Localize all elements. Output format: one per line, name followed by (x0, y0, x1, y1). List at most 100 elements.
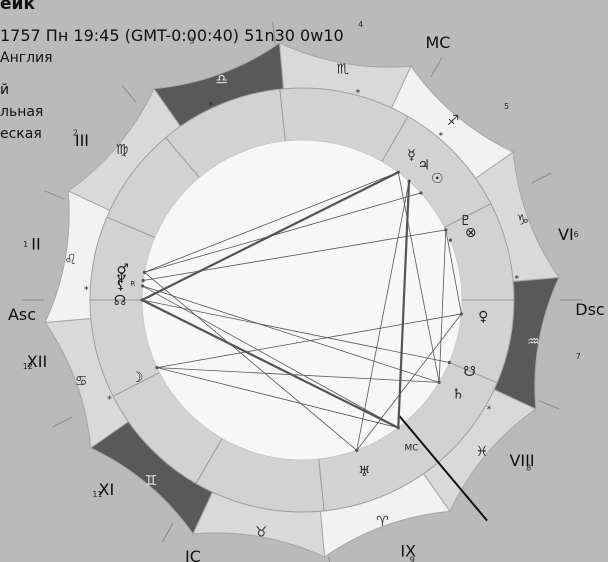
mc-label: MC (426, 33, 451, 52)
aspect-lines (141, 171, 462, 451)
house-cusp-tick-11 (161, 523, 174, 543)
house-cusp-tick-4 (272, 21, 276, 44)
house-number-3: 3 (189, 36, 194, 45)
house-number-12: 12 (23, 362, 33, 371)
house-cusp-3 (165, 137, 200, 178)
mercury-point (396, 170, 400, 174)
house-roman-xi: XI (98, 480, 114, 499)
part-of-fortune-point (448, 238, 452, 242)
mercury-glyph: ☿ (407, 148, 416, 164)
mc-point-point (396, 426, 400, 430)
house-roman-ix: IX (400, 541, 416, 560)
chart-axes: Asc Dsc MC IC (8, 33, 605, 562)
cusp-star-1: * (107, 395, 112, 405)
aspect-line-mercury-saturn (397, 172, 440, 383)
house-roman-vi: VI (558, 225, 574, 244)
house-number-9: 9 (410, 556, 415, 562)
sun-point (419, 191, 423, 195)
cusp-star-4: * (356, 88, 361, 98)
aspect-disc (141, 139, 463, 461)
mc-point-glyph: MC (404, 443, 418, 453)
house-cusp-tick-8 (539, 400, 560, 410)
house-cusp-tick-6 (531, 172, 552, 184)
house-cusp-tick-10 (328, 556, 331, 562)
pluto-point (444, 228, 448, 232)
house-cusp-8 (449, 362, 498, 384)
north-node-glyph: ☊ (114, 293, 126, 309)
part-of-fortune-glyph: ⊗ (465, 225, 477, 241)
sagittarius-sign-glyph: ♐ (447, 113, 460, 129)
south-node-glyph: ☋ (463, 364, 475, 380)
scorpio-sign-glyph: ♏ (337, 62, 350, 78)
house-number-5: 5 (504, 102, 509, 111)
saturn-point (437, 380, 441, 385)
house-cusp-11 (195, 438, 223, 484)
aspect-line-neptune-pluto (143, 229, 446, 281)
house-number-7: 7 (576, 352, 581, 361)
aries-sign-glyph: ♈ (376, 514, 389, 530)
house-number-2: 2 (73, 128, 78, 137)
house-cusp-tick-3 (121, 85, 137, 103)
virgo-sign-glyph: ♍ (116, 142, 129, 158)
house-ring (89, 87, 515, 513)
aquarius-sign-glyph: ♒ (527, 334, 540, 350)
taurus-sign-glyph: ♉ (255, 524, 268, 540)
gemini-sign-glyph: ♊ (145, 473, 158, 489)
house-cusp-4 (279, 89, 286, 141)
house-cusp-10 (318, 459, 325, 511)
moon-point (155, 366, 159, 370)
aspect-line-lilith-saturn (142, 285, 440, 383)
uranus-glyph: ♅ (358, 464, 371, 480)
house-roman-xii: XII (27, 352, 47, 371)
aspect-line-mc-point-moon (156, 367, 399, 429)
house-number-11: 11 (92, 490, 102, 499)
aspect-line-uranus-venus (356, 313, 462, 451)
house-number-6: 6 (574, 230, 579, 239)
house-cusp-6 (444, 203, 492, 228)
house-cusp-5 (381, 116, 409, 162)
asc-label: Asc (8, 305, 36, 324)
planet-glyphs: ☽ ☊⚸♆ R♂ ☿♃☉ ♇⊗ ♀ ☋ ♄ ♅ MC (114, 148, 489, 480)
aspect-line-moon-venus (156, 313, 462, 369)
cusp-star-2: * (84, 286, 89, 296)
house-roman-viii: VIII (509, 451, 534, 470)
sun-glyph: ☉ (431, 171, 444, 187)
aspect-line-mc-point-lilith (142, 285, 399, 429)
house-cusp-tick-5 (430, 57, 443, 77)
capricorn-sign-glyph: ♑ (517, 213, 530, 229)
mars-point (142, 270, 147, 274)
cusp-star-6: * (515, 274, 520, 284)
house-number-8: 8 (526, 464, 531, 473)
aspect-line-mc-point-north-node (141, 299, 399, 429)
uranus-point (355, 448, 359, 452)
house-cusp-12 (112, 372, 160, 397)
house-roman-iii: III (75, 131, 89, 150)
jupiter-point (407, 179, 411, 183)
neptune-retrograde-mark: R (130, 280, 135, 288)
neptune-glyph: ♆ (115, 271, 128, 287)
aspect-line-uranus-jupiter (356, 181, 410, 451)
aspect-line-moon-saturn (156, 367, 440, 383)
house-number-4: 4 (358, 20, 363, 29)
lilith-point (141, 284, 145, 288)
aspect-line-north-node-south-node (141, 299, 450, 363)
dsc-label: Dsc (575, 300, 604, 319)
south-node-point (447, 360, 451, 365)
mars-glyph: ♂ (116, 261, 129, 277)
jupiter-glyph: ♃ (418, 158, 431, 174)
house-number-1: 1 (23, 240, 28, 249)
mc-axis-line (397, 414, 488, 522)
aspect-line-uranus-mars (144, 271, 357, 451)
leo-sign-glyph: ♌ (64, 252, 77, 268)
house-cusp-2 (106, 216, 155, 238)
pluto-glyph: ♇ (459, 213, 472, 229)
aspect-line-pluto-saturn (438, 229, 447, 383)
saturn-glyph: ♄ (452, 387, 465, 403)
cusp-star-7: * (487, 405, 492, 415)
moon-glyph: ☽ (131, 370, 144, 386)
neptune-point (141, 278, 145, 283)
pisces-sign-glyph: ♓ (476, 444, 489, 460)
libra-sign-glyph: ♎ (215, 72, 228, 88)
